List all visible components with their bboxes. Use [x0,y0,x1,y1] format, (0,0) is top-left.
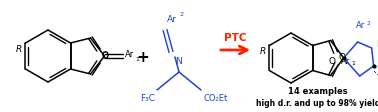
Text: .: . [376,67,378,77]
Text: R: R [260,47,266,56]
Text: O: O [102,52,108,61]
Text: 1: 1 [136,57,139,62]
Text: O: O [339,53,345,61]
Text: Ar: Ar [341,57,350,67]
Text: N: N [175,57,182,66]
Text: .: . [374,65,377,75]
Text: PTC: PTC [224,33,246,43]
Text: R: R [16,45,22,54]
Text: Ar: Ar [124,51,134,59]
Text: 14 examples: 14 examples [288,87,348,97]
Text: O: O [328,57,335,67]
Text: 2: 2 [367,21,371,26]
Text: 2: 2 [179,13,183,17]
Text: .: . [373,64,376,74]
Text: Ar: Ar [356,21,365,30]
Text: +: + [136,50,149,65]
Text: CO₂Et: CO₂Et [203,94,227,103]
Text: O: O [102,51,108,60]
Text: F₃C: F₃C [140,94,155,103]
Text: Ar: Ar [167,15,177,25]
Text: high d.r. and up to 98% yield: high d.r. and up to 98% yield [256,98,378,108]
Text: NH: NH [376,41,378,50]
Text: 1: 1 [352,61,356,67]
